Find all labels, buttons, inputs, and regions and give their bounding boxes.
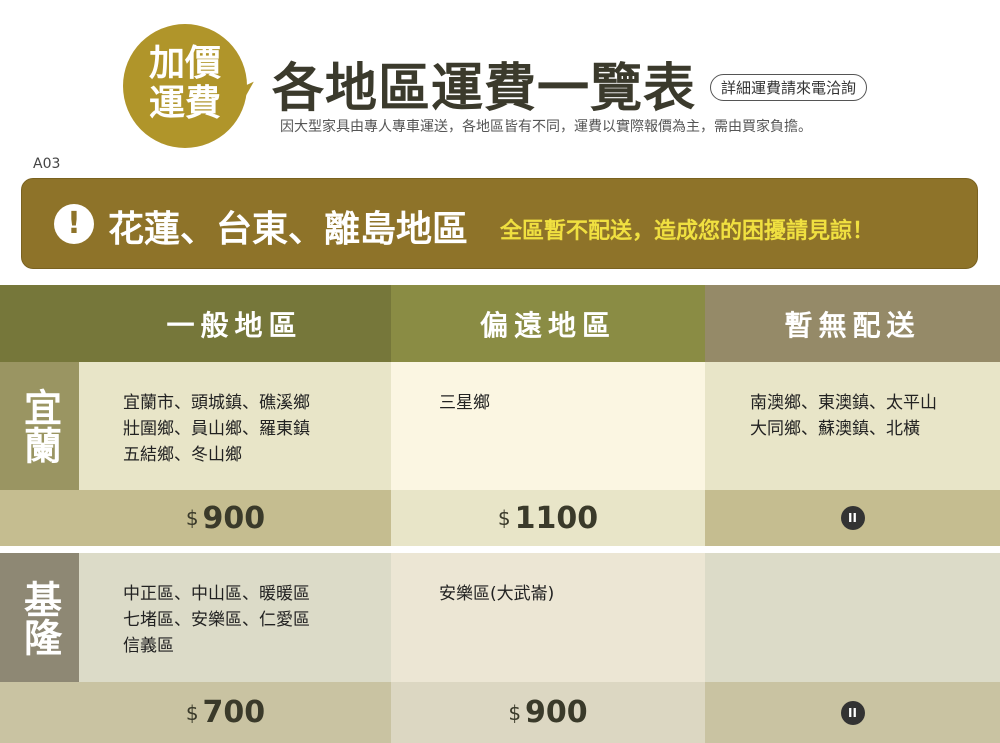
header-general: 一般地區	[0, 285, 391, 362]
area-line: 南澳鄉、東澳鎮、太平山	[750, 393, 937, 413]
currency: $	[185, 700, 199, 725]
currency: $	[508, 700, 522, 725]
price-remote: $1100	[391, 490, 705, 546]
page-title: 各地區運費一覽表	[272, 59, 697, 119]
contact-note: 詳細運費請來電洽詢	[710, 74, 868, 101]
price-value: 900	[525, 695, 588, 730]
subtitle: 因大型家具由專人專車運送，各地區皆有不同，運費以實際報價為主，需由買家負擔。	[280, 119, 812, 135]
pause-icon: II	[840, 700, 865, 725]
region-label: 基隆	[0, 553, 79, 682]
badge-text: 加價 運費	[128, 44, 242, 124]
pause-icon: II	[840, 506, 865, 530]
currency: $	[185, 506, 199, 530]
none-areas	[705, 553, 1000, 682]
price-none: II	[705, 490, 1000, 546]
header-remote: 偏遠地區	[391, 285, 705, 362]
area-line: 宜蘭市、頭城鎮、礁溪鄉	[123, 393, 310, 413]
warning-banner	[21, 178, 978, 269]
code-label: A03	[33, 156, 61, 172]
region-label: 宜蘭	[0, 362, 79, 490]
general-areas: 中正區、中山區、暖暖區 七堵區、安樂區、仁愛區 信義區	[79, 553, 391, 682]
area-line: 大同鄉、蘇澳鎮、北橫	[750, 419, 920, 439]
header-none: 暫無配送	[705, 285, 1000, 362]
badge-line2: 運費	[148, 83, 221, 124]
badge-bubble	[123, 24, 247, 148]
price-value: 900	[202, 500, 266, 536]
area-line: 壯圍鄉、員山鄉、羅東鎮	[123, 419, 310, 439]
price-general: $900	[0, 490, 391, 546]
badge-line1: 加價	[148, 43, 221, 84]
general-areas: 宜蘭市、頭城鎮、礁溪鄉 壯圍鄉、員山鄉、羅東鎮 五結鄉、冬山鄉	[79, 362, 391, 490]
banner-main: 花蓮、台東、離島地區	[108, 209, 469, 250]
area-line: 安樂區(大武崙)	[439, 584, 555, 604]
area-line: 七堵區、安樂區、仁愛區	[123, 610, 310, 630]
currency: $	[497, 506, 511, 530]
banner-note: 全區暫不配送，造成您的困擾請見諒！	[500, 219, 875, 244]
price-general: $700	[0, 682, 391, 743]
remote-areas: 三星鄉	[391, 362, 705, 490]
remote-areas: 安樂區(大武崙)	[391, 553, 705, 682]
area-line: 中正區、中山區、暖暖區	[123, 584, 310, 604]
price-value: 700	[202, 695, 266, 730]
price-none: II	[705, 682, 1000, 743]
price-value: 1100	[514, 500, 599, 536]
exclamation-icon: !	[54, 204, 94, 244]
area-line: 信義區	[123, 636, 174, 656]
area-line: 五結鄉、冬山鄉	[123, 445, 242, 465]
none-areas: 南澳鄉、東澳鎮、太平山 大同鄉、蘇澳鎮、北橫	[705, 362, 1000, 490]
price-remote: $900	[391, 682, 705, 743]
area-line: 三星鄉	[439, 393, 490, 413]
